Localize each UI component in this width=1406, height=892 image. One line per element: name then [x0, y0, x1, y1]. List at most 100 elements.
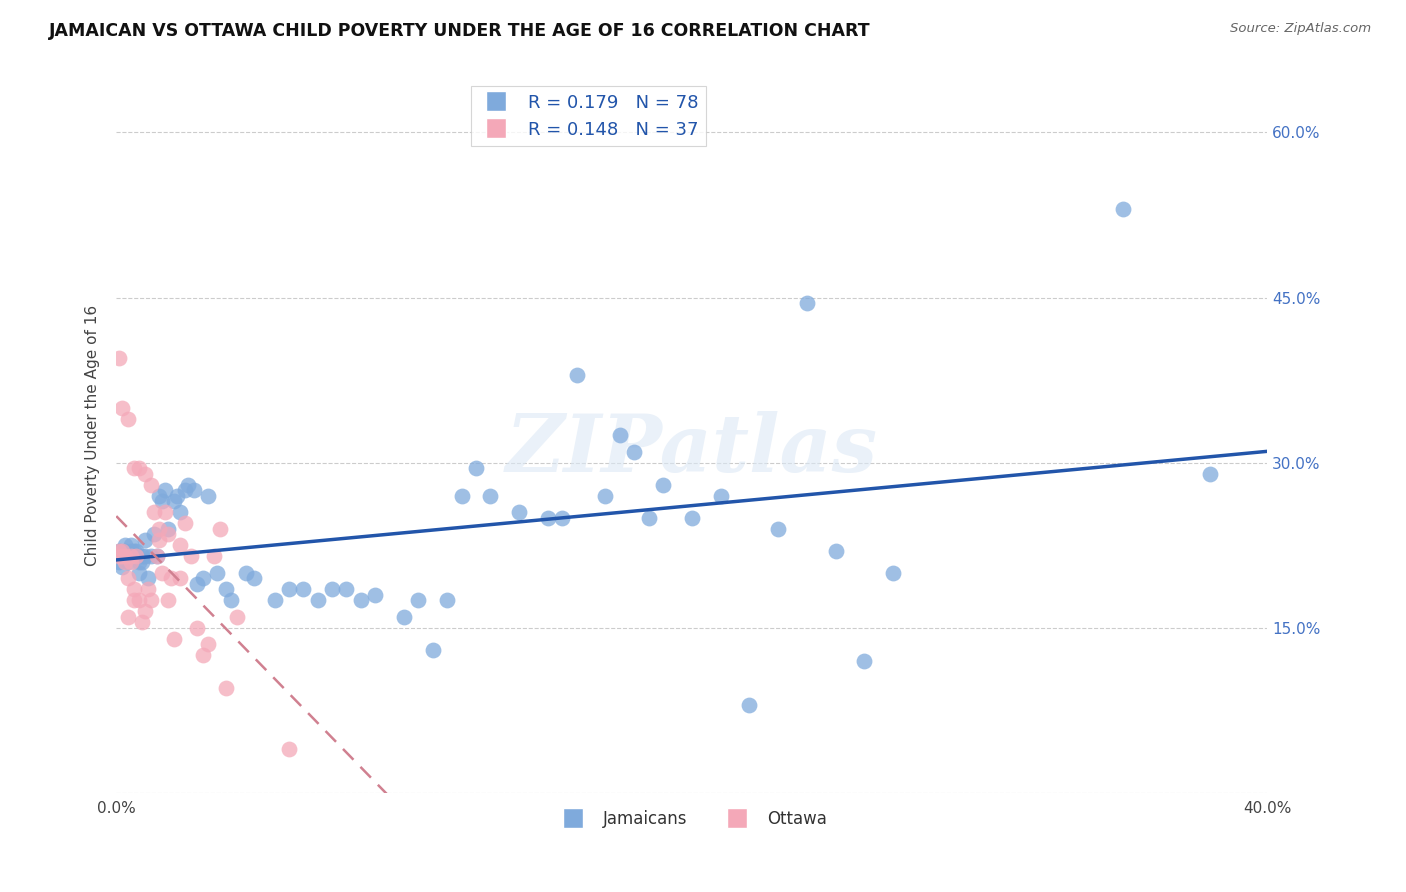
Point — [125, 543, 148, 558]
Legend: Jamaicans, Ottawa: Jamaicans, Ottawa — [550, 803, 834, 834]
Point — [145, 549, 167, 563]
Point — [422, 642, 444, 657]
Point — [263, 593, 285, 607]
Point — [108, 351, 131, 365]
Point — [292, 582, 315, 596]
Point — [114, 549, 136, 563]
Point — [108, 555, 131, 569]
Point — [111, 549, 134, 563]
Point — [128, 461, 150, 475]
Point — [436, 593, 458, 607]
Point — [136, 571, 159, 585]
Point — [139, 477, 162, 491]
Text: Source: ZipAtlas.com: Source: ZipAtlas.com — [1230, 22, 1371, 36]
Point — [565, 368, 588, 382]
Point — [122, 549, 145, 563]
Point — [609, 428, 631, 442]
Point — [169, 571, 191, 585]
Point — [111, 560, 134, 574]
Point — [595, 489, 617, 503]
Point — [122, 593, 145, 607]
Point — [139, 593, 162, 607]
Point — [226, 609, 249, 624]
Point — [465, 461, 488, 475]
Point — [120, 555, 142, 569]
Point — [134, 533, 156, 547]
Point — [111, 401, 134, 415]
Point — [183, 483, 205, 497]
Point — [114, 538, 136, 552]
Point — [169, 538, 191, 552]
Point — [277, 582, 299, 596]
Point — [134, 604, 156, 618]
Text: ZIPatlas: ZIPatlas — [506, 410, 877, 488]
Point — [142, 505, 165, 519]
Point — [479, 489, 502, 503]
Point — [134, 549, 156, 563]
Point — [882, 566, 904, 580]
Point — [214, 582, 236, 596]
Point — [117, 549, 139, 563]
Point — [108, 543, 131, 558]
Point — [120, 549, 142, 563]
Point — [157, 522, 180, 536]
Point — [197, 637, 219, 651]
Point — [350, 593, 373, 607]
Point — [122, 543, 145, 558]
Point — [125, 549, 148, 563]
Point — [117, 609, 139, 624]
Point — [131, 615, 153, 629]
Point — [131, 555, 153, 569]
Point — [111, 543, 134, 558]
Point — [117, 571, 139, 585]
Point — [364, 588, 387, 602]
Point — [128, 566, 150, 580]
Point — [335, 582, 357, 596]
Point — [197, 489, 219, 503]
Point — [145, 549, 167, 563]
Point — [766, 522, 789, 536]
Point — [120, 543, 142, 558]
Point — [243, 571, 266, 585]
Point — [738, 698, 761, 712]
Point — [824, 543, 846, 558]
Point — [551, 510, 574, 524]
Point — [160, 571, 183, 585]
Point — [307, 593, 329, 607]
Point — [163, 632, 186, 646]
Point — [150, 494, 173, 508]
Point — [392, 609, 415, 624]
Point — [191, 648, 214, 662]
Point — [408, 593, 430, 607]
Point — [169, 505, 191, 519]
Point — [114, 543, 136, 558]
Point — [114, 549, 136, 563]
Point — [153, 505, 176, 519]
Text: JAMAICAN VS OTTAWA CHILD POVERTY UNDER THE AGE OF 16 CORRELATION CHART: JAMAICAN VS OTTAWA CHILD POVERTY UNDER T… — [49, 22, 870, 40]
Point — [120, 549, 142, 563]
Point — [166, 489, 188, 503]
Point — [623, 444, 645, 458]
Point — [122, 582, 145, 596]
Point — [177, 477, 200, 491]
Point — [652, 477, 675, 491]
Point — [321, 582, 343, 596]
Point — [221, 593, 243, 607]
Point — [157, 527, 180, 541]
Point — [853, 654, 876, 668]
Y-axis label: Child Poverty Under the Age of 16: Child Poverty Under the Age of 16 — [86, 304, 100, 566]
Point — [205, 566, 228, 580]
Point — [1112, 202, 1135, 217]
Point — [120, 538, 142, 552]
Point — [148, 533, 170, 547]
Point — [157, 593, 180, 607]
Point — [131, 549, 153, 563]
Point — [796, 296, 818, 310]
Point — [235, 566, 257, 580]
Point — [125, 549, 148, 563]
Point — [191, 571, 214, 585]
Point — [111, 549, 134, 563]
Point — [117, 411, 139, 425]
Point — [208, 522, 231, 536]
Point — [128, 555, 150, 569]
